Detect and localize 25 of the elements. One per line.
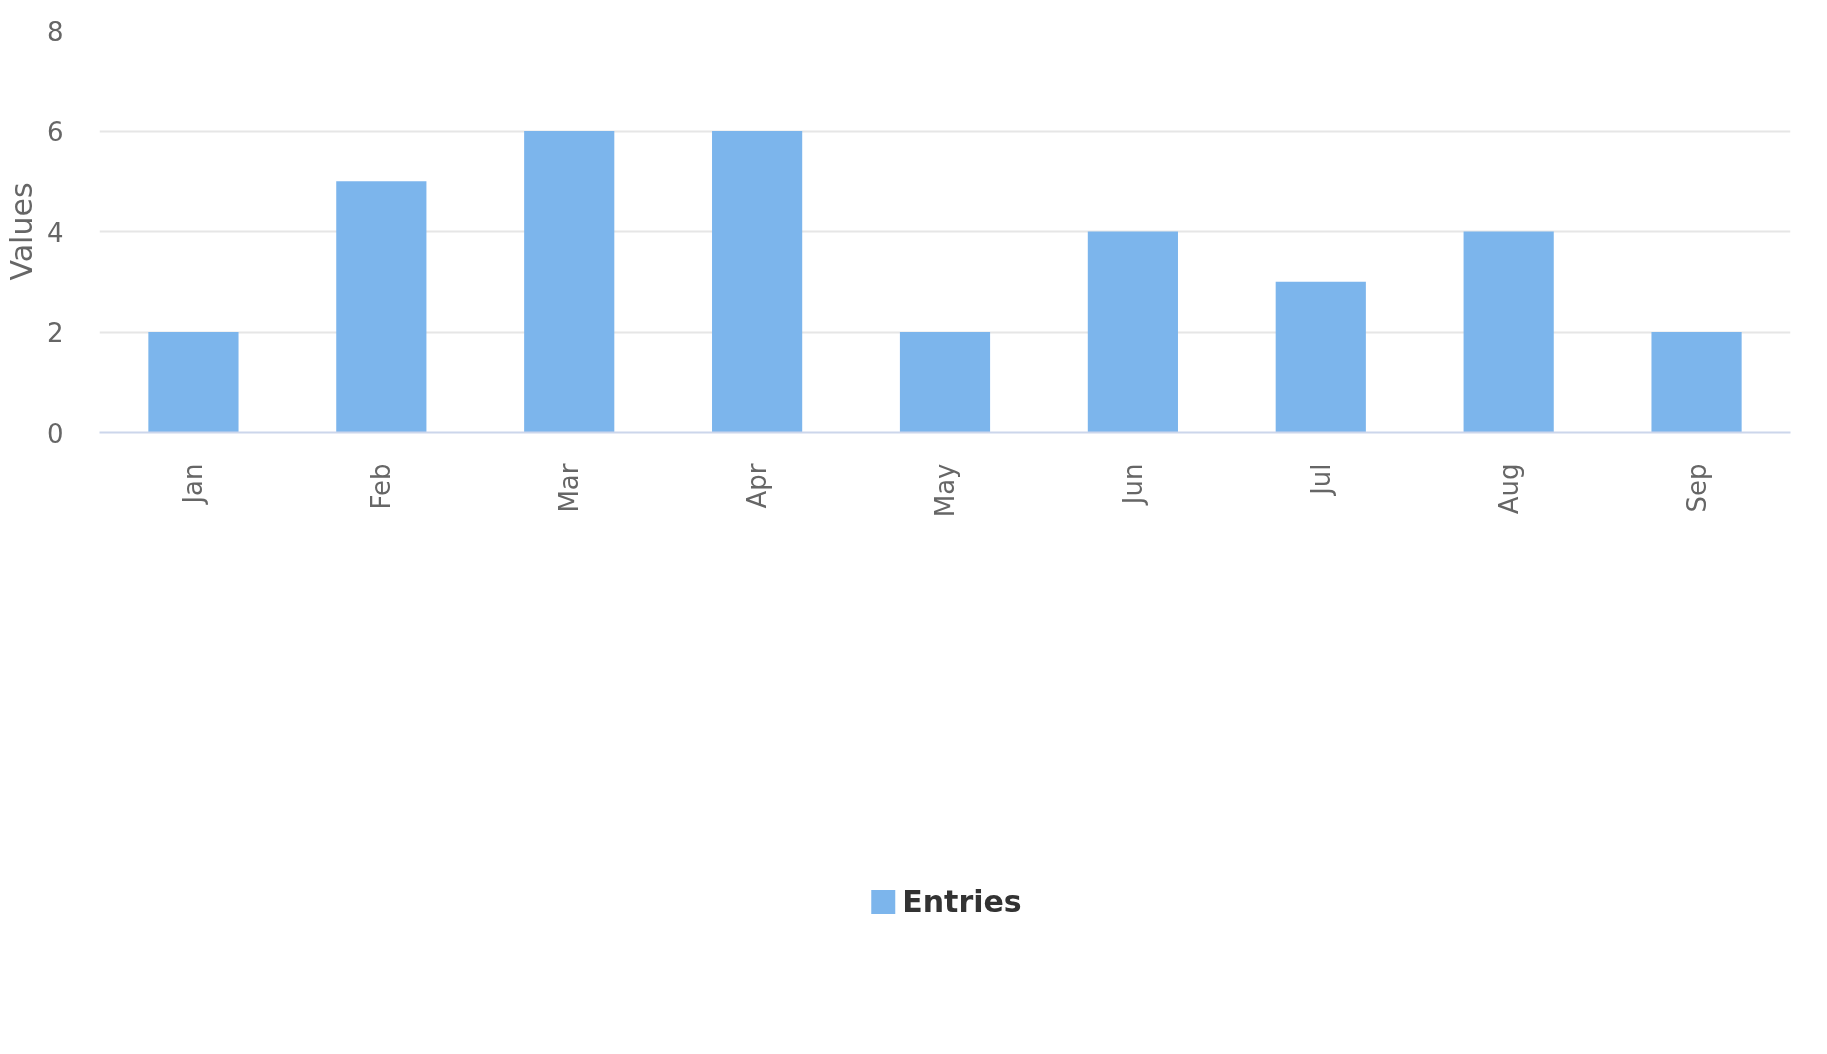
bar [148,332,239,433]
y-tick-label: 0 [46,418,64,449]
x-tick-label: Apr [742,463,773,509]
y-tick-label: 8 [46,16,64,47]
y-tick-label: 6 [46,117,64,147]
y-axis-title: Values [3,182,39,281]
bar [712,131,803,433]
bar [1275,281,1366,433]
bar [336,181,427,433]
x-tick-label: Jul [1305,463,1336,497]
x-tick-label: Feb [366,463,397,510]
legend-label: Entries [902,883,1022,919]
x-tick-label: Jun [1117,463,1148,507]
bar [1463,231,1554,433]
y-tick-label: 2 [46,318,64,348]
bar [524,131,615,433]
x-tick-label: Aug [1493,463,1524,515]
y-tick-label: 4 [46,217,64,248]
bar [1651,332,1742,433]
x-tick-label: Jan [178,463,209,506]
x-tick-label: May [930,463,960,518]
x-tick-label: Sep [1681,463,1712,513]
bar [899,332,991,433]
x-tick-label: Mar [554,463,585,513]
bar [1087,231,1178,433]
